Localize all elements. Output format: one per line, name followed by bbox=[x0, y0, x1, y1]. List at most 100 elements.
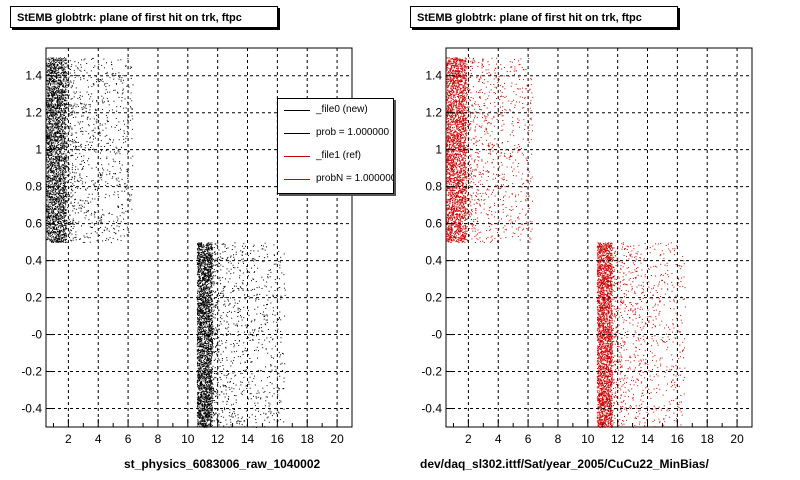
scatter-point bbox=[72, 183, 74, 185]
scatter-point bbox=[206, 302, 208, 304]
scatter-point bbox=[64, 95, 66, 97]
scatter-point bbox=[46, 160, 48, 162]
scatter-point bbox=[123, 218, 124, 220]
scatter-point bbox=[202, 330, 204, 332]
scatter-point bbox=[198, 352, 200, 354]
scatter-point bbox=[198, 284, 199, 286]
scatter-point bbox=[123, 235, 125, 237]
scatter-point bbox=[73, 223, 75, 225]
scatter-point bbox=[57, 127, 59, 129]
scatter-point bbox=[203, 321, 205, 323]
scatter-point bbox=[60, 104, 62, 106]
scatter-point bbox=[58, 180, 60, 182]
scatter-point bbox=[51, 230, 53, 232]
scatter-point bbox=[65, 104, 67, 105]
scatter-point bbox=[73, 220, 75, 222]
scatter-point bbox=[55, 124, 57, 126]
scatter-point bbox=[118, 96, 120, 98]
scatter-point bbox=[204, 419, 206, 421]
scatter-point bbox=[75, 147, 76, 149]
scatter-point bbox=[47, 204, 49, 206]
scatter-point bbox=[46, 68, 48, 70]
scatter-point bbox=[58, 78, 60, 80]
scatter-point bbox=[62, 97, 64, 99]
scatter-point bbox=[63, 78, 65, 80]
scatter-point bbox=[203, 378, 205, 380]
scatter-point bbox=[61, 133, 62, 135]
scatter-point bbox=[71, 114, 73, 115]
scatter-point bbox=[208, 321, 210, 323]
scatter-point bbox=[198, 295, 200, 297]
scatter-point bbox=[52, 221, 53, 223]
scatter-point bbox=[63, 183, 65, 185]
scatter-point bbox=[53, 57, 55, 59]
scatter-point bbox=[58, 217, 60, 219]
scatter-point bbox=[206, 386, 208, 388]
scatter-point bbox=[92, 129, 94, 131]
scatter-point bbox=[80, 207, 82, 209]
scatter-point bbox=[50, 192, 52, 194]
scatter-point bbox=[205, 350, 207, 352]
scatter-point bbox=[50, 180, 51, 182]
scatter-point bbox=[114, 191, 116, 193]
scatter-point bbox=[65, 171, 67, 173]
scatter-point bbox=[47, 70, 49, 72]
scatter-point bbox=[55, 108, 57, 109]
scatter-point bbox=[55, 147, 57, 149]
scatter-point bbox=[77, 62, 79, 64]
scatter-point bbox=[55, 172, 57, 174]
scatter-point bbox=[204, 426, 206, 428]
scatter-point bbox=[68, 222, 70, 223]
scatter-point bbox=[91, 145, 93, 146]
scatter-point bbox=[60, 174, 62, 175]
scatter-point bbox=[121, 204, 123, 206]
scatter-point bbox=[197, 256, 198, 258]
scatter-point bbox=[48, 175, 50, 177]
scatter-point bbox=[82, 115, 84, 117]
scatter-point bbox=[50, 233, 52, 235]
scatter-point bbox=[202, 390, 204, 392]
scatter-point bbox=[209, 390, 211, 392]
scatter-point bbox=[59, 190, 61, 192]
scatter-point bbox=[50, 83, 52, 85]
scatter-point bbox=[53, 129, 55, 131]
scatter-point bbox=[52, 72, 54, 74]
scatter-point bbox=[68, 113, 70, 114]
scatter-point bbox=[63, 66, 65, 68]
scatter-point bbox=[63, 229, 65, 231]
scatter-point bbox=[63, 126, 65, 128]
scatter-point bbox=[58, 85, 60, 87]
scatter-point bbox=[47, 184, 49, 186]
scatter-point bbox=[57, 133, 58, 134]
scatter-point bbox=[62, 80, 64, 82]
scatter-point bbox=[62, 60, 64, 62]
scatter-point bbox=[53, 120, 55, 122]
scatter-point bbox=[53, 59, 54, 60]
scatter-point bbox=[60, 80, 62, 82]
scatter-point bbox=[68, 130, 70, 132]
scatter-point bbox=[67, 151, 69, 153]
scatter-point bbox=[61, 222, 63, 224]
scatter-point bbox=[199, 386, 201, 388]
scatter-point bbox=[204, 370, 206, 372]
scatter-point bbox=[101, 78, 103, 80]
scatter-point bbox=[46, 81, 48, 83]
scatter-point bbox=[52, 152, 54, 154]
scatter-point bbox=[65, 108, 67, 110]
scatter-point bbox=[51, 58, 53, 60]
scatter-point bbox=[54, 216, 56, 217]
scatter-point bbox=[80, 131, 82, 133]
scatter-point bbox=[62, 130, 63, 132]
scatter-point bbox=[123, 120, 125, 122]
scatter-point bbox=[53, 209, 55, 211]
scatter-point bbox=[72, 239, 74, 241]
scatter-point bbox=[51, 115, 53, 117]
scatter-point bbox=[55, 181, 57, 183]
scatter-point bbox=[71, 84, 73, 86]
scatter-point bbox=[55, 163, 57, 165]
scatter-point bbox=[46, 142, 48, 144]
scatter-point bbox=[73, 80, 75, 82]
scatter-point bbox=[208, 379, 210, 381]
scatter-point bbox=[51, 166, 53, 167]
scatter-point bbox=[47, 193, 49, 195]
